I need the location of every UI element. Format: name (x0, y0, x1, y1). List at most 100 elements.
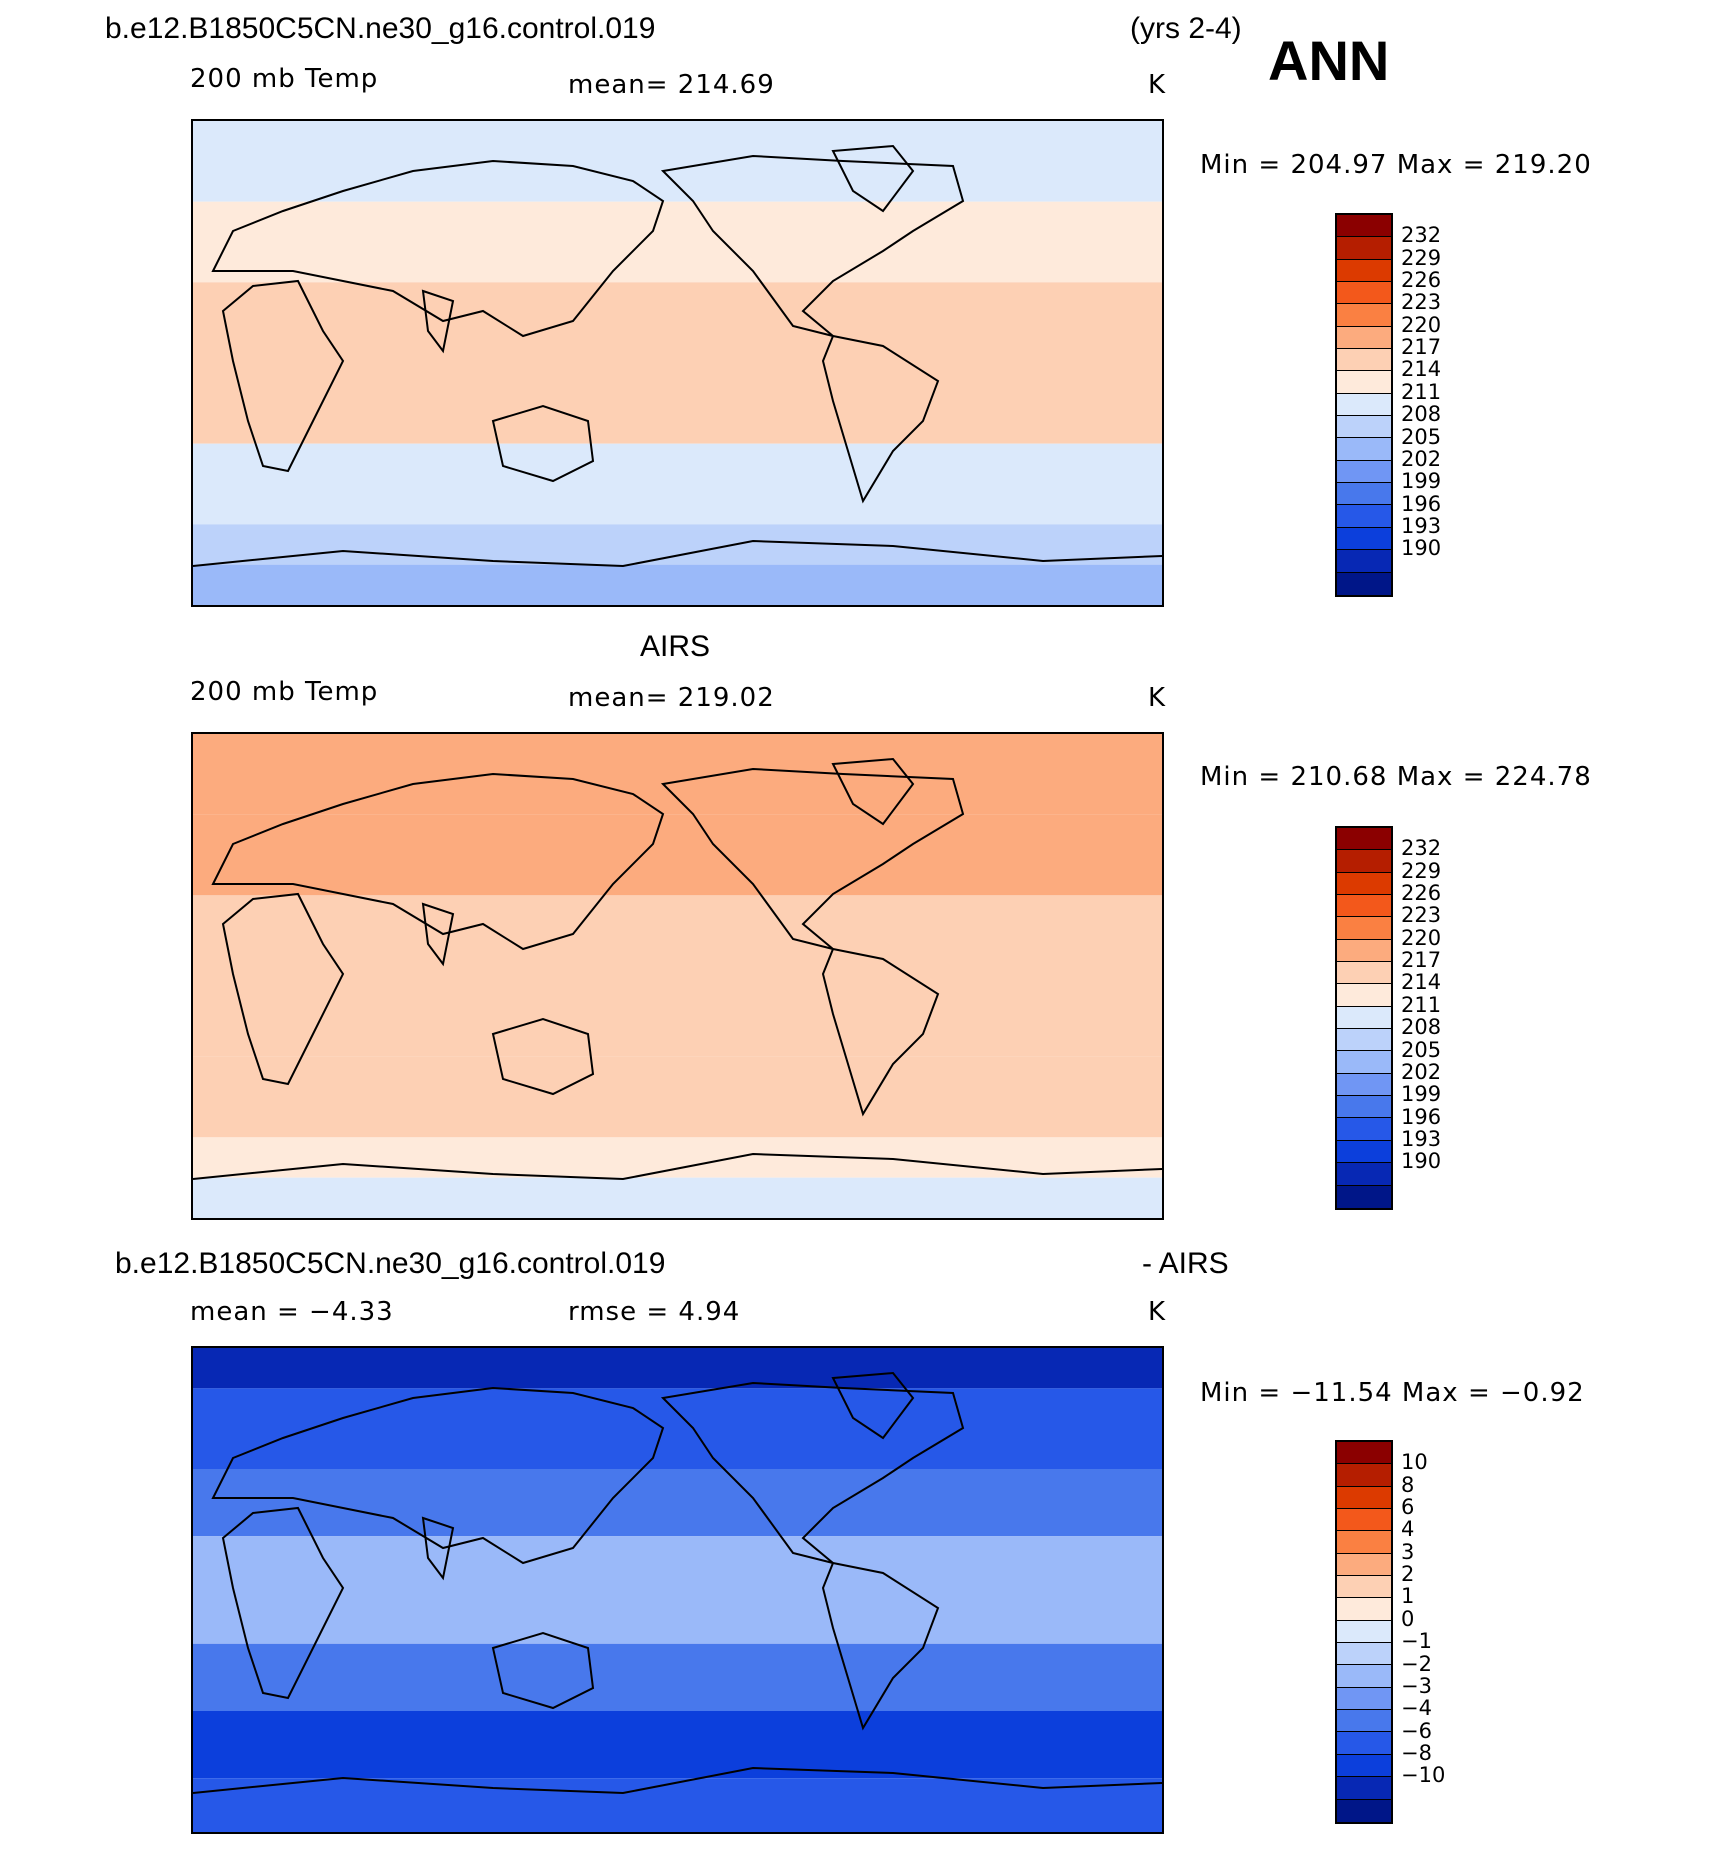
colorbar-swatch (1337, 438, 1391, 461)
panel3-rmse: rmse = 4.94 (568, 1297, 741, 1327)
colorbar-label: 196 (1401, 1104, 1442, 1129)
coastline (421, 289, 455, 354)
colorbar-swatch (1337, 1754, 1391, 1778)
colorbar-swatch (1337, 1777, 1391, 1800)
colorbar-label: 202 (1401, 446, 1442, 471)
coastline (491, 1017, 595, 1096)
colorbar-swatch (1337, 505, 1391, 528)
coastline (491, 404, 595, 483)
colorbar-swatch (1337, 1576, 1391, 1599)
colorbar-label: 223 (1401, 903, 1442, 928)
colorbar-swatch (1337, 460, 1391, 484)
colorbar-swatch (1337, 828, 1391, 851)
colorbar-swatch (1337, 1096, 1391, 1119)
colorbar-swatch (1337, 550, 1391, 573)
colorbar-label: 217 (1401, 335, 1442, 360)
colorbar-label: 3 (1401, 1539, 1415, 1564)
panel3-minmax: Min = −11.54 Max = −0.92 (1200, 1378, 1585, 1408)
contour-band (193, 1778, 1162, 1832)
coastline (821, 947, 940, 1117)
colorbar-label: 8 (1401, 1472, 1415, 1497)
colorbar-swatch (1337, 1185, 1391, 1208)
colorbar-swatch (1337, 259, 1391, 283)
coastline (193, 1766, 1162, 1795)
colorbar-label: 199 (1401, 1082, 1442, 1107)
contour-band (193, 1536, 1162, 1644)
coastline (421, 1516, 455, 1581)
colorbar-label: 205 (1401, 1037, 1442, 1062)
colorbar-swatch (1337, 1140, 1391, 1164)
colorbar-swatch (1337, 1687, 1391, 1711)
panel1-variable: 200 mb Temp (190, 64, 379, 94)
contour-band (193, 1711, 1162, 1779)
contour-band (193, 814, 1162, 896)
colorbar-label: 196 (1401, 491, 1442, 516)
colorbar-swatch (1337, 850, 1391, 873)
colorbar-swatch (1337, 1553, 1391, 1577)
colorbar-swatch (1337, 1464, 1391, 1487)
colorbar-label: 202 (1401, 1059, 1442, 1084)
colorbar-label: −2 (1401, 1651, 1432, 1676)
colorbar-swatch (1337, 483, 1391, 506)
panel2-colorbar (1335, 826, 1393, 1210)
panel3-mean: mean = −4.33 (190, 1297, 394, 1327)
coastline (660, 1381, 965, 1564)
contour-band (193, 282, 1162, 444)
colorbar-label: 10 (1401, 1450, 1428, 1475)
colorbar-swatch (1337, 1598, 1391, 1621)
season-label: ANN (1268, 29, 1390, 92)
panel1-units: K (1148, 70, 1167, 100)
coastline (821, 334, 940, 504)
panel2-mean: mean= 219.02 (568, 683, 775, 713)
contour-band (193, 1348, 1162, 1389)
colorbar-swatch (1337, 527, 1391, 551)
coastline (221, 892, 345, 1086)
panel2-minmax: Min = 210.68 Max = 224.78 (1200, 762, 1592, 792)
colorbar-label: 0 (1401, 1606, 1415, 1631)
panel3-units: K (1148, 1297, 1167, 1327)
colorbar-swatch (1337, 1051, 1391, 1074)
colorbar-label: 2 (1401, 1562, 1415, 1587)
colorbar-swatch (1337, 1620, 1391, 1644)
colorbar-label: −10 (1401, 1763, 1446, 1788)
colorbar-swatch (1337, 1006, 1391, 1030)
contour-band (193, 734, 1162, 815)
colorbar-label: 211 (1401, 992, 1442, 1017)
coastline (193, 1152, 1162, 1181)
colorbar-swatch (1337, 304, 1391, 327)
colorbar-swatch (1337, 1732, 1391, 1755)
years-label: (yrs 2-4) (1130, 12, 1242, 45)
colorbar-label: 229 (1401, 245, 1442, 270)
coastline (831, 1371, 915, 1440)
contour-band (193, 201, 1162, 283)
contour-band (193, 1388, 1162, 1469)
contour-band (193, 1469, 1162, 1537)
colorbar-label: 4 (1401, 1517, 1415, 1542)
coastline (221, 1506, 345, 1700)
colorbar-swatch (1337, 1486, 1391, 1510)
panel3-title-right: - AIRS (1142, 1247, 1229, 1280)
colorbar-swatch (1337, 371, 1391, 394)
case-title: b.e12.B1850C5CN.ne30_g16.control.019 (105, 12, 656, 45)
colorbar-label: 229 (1401, 858, 1442, 883)
colorbar-label: 223 (1401, 290, 1442, 315)
contour-band (193, 564, 1162, 605)
contour-band (193, 1056, 1162, 1138)
contour-band (193, 1137, 1162, 1178)
colorbar-swatch (1337, 572, 1391, 595)
colorbar-label: −1 (1401, 1629, 1432, 1654)
panel3-colorbar (1335, 1440, 1393, 1824)
colorbar-swatch (1337, 1029, 1391, 1052)
coastline (193, 539, 1162, 568)
colorbar-swatch (1337, 282, 1391, 305)
colorbar-label: 232 (1401, 836, 1442, 861)
colorbar-label: −4 (1401, 1696, 1432, 1721)
colorbar-label: 208 (1401, 1015, 1442, 1040)
coastline (491, 1631, 595, 1710)
colorbar-label: 190 (1401, 536, 1442, 561)
colorbar-label: −8 (1401, 1740, 1432, 1765)
colorbar-label: 214 (1401, 357, 1442, 382)
panel1-mean: mean= 214.69 (568, 70, 775, 100)
colorbar-swatch (1337, 349, 1391, 372)
coastline (660, 767, 965, 950)
